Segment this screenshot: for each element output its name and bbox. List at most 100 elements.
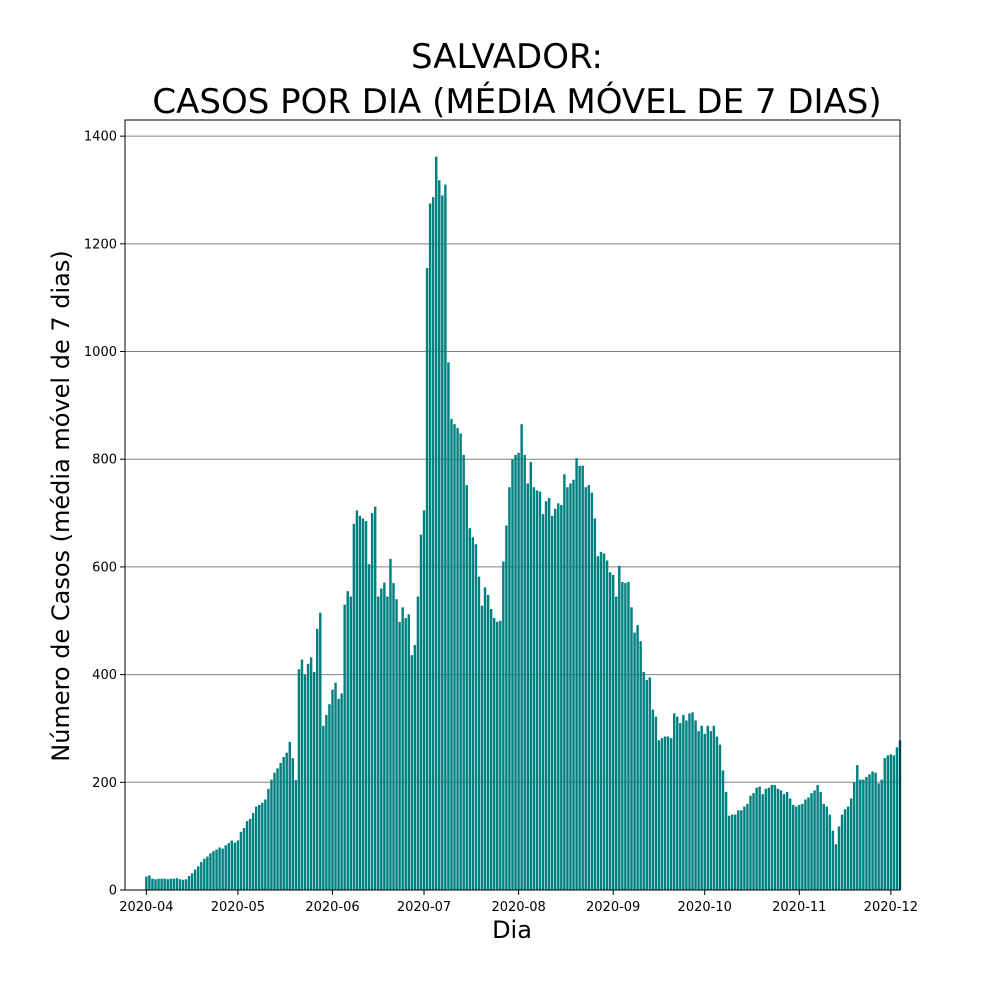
bar-90 — [419, 534, 423, 890]
bar-8 — [169, 878, 172, 890]
bar-234 — [859, 779, 862, 890]
bar-178 — [688, 713, 691, 890]
bar-229 — [843, 809, 847, 890]
bar-91 — [422, 510, 426, 890]
bar-5 — [160, 878, 163, 890]
bar-48 — [291, 758, 295, 890]
y-tick-label-5: 1000 — [84, 345, 117, 360]
bar-65 — [343, 604, 346, 890]
bar-42 — [273, 772, 276, 890]
bar-149 — [599, 551, 603, 890]
bar-39 — [264, 799, 267, 890]
bar-117 — [502, 561, 505, 890]
bar-189 — [721, 770, 725, 890]
bar-70 — [358, 515, 362, 890]
bar-101 — [453, 424, 456, 890]
y-tick-label-6: 1200 — [84, 237, 117, 252]
bar-203 — [764, 788, 767, 890]
bar-226 — [834, 844, 838, 890]
bar-167 — [654, 716, 658, 890]
x-tick-label-4: 2020-08 — [491, 900, 545, 915]
bar-124 — [523, 454, 526, 890]
bar-68 — [352, 523, 356, 890]
bar-208 — [779, 790, 783, 890]
y-tick-label-3: 600 — [92, 560, 117, 575]
bar-244 — [889, 754, 893, 890]
bar-134 — [554, 508, 557, 890]
bar-239 — [874, 772, 877, 890]
bar-37 — [258, 804, 261, 890]
bar-232 — [853, 782, 856, 890]
bar-34 — [248, 818, 252, 890]
bar-197 — [746, 803, 749, 890]
bar-174 — [676, 716, 679, 890]
bar-61 — [331, 689, 334, 890]
bar-62 — [334, 682, 337, 890]
x-tick-label-0: 2020-04 — [119, 900, 173, 915]
bar-235 — [862, 779, 865, 890]
bar-43 — [276, 768, 279, 890]
bar-44 — [279, 762, 282, 890]
bar-212 — [791, 804, 795, 890]
bar-162 — [639, 641, 642, 890]
bar-215 — [801, 803, 804, 890]
x-tick-label-6: 2020-10 — [678, 900, 732, 915]
bar-29 — [233, 842, 237, 890]
bar-6 — [163, 878, 166, 890]
bar-246 — [895, 747, 899, 890]
bar-183 — [703, 733, 706, 890]
bar-238 — [871, 771, 874, 890]
bar-190 — [724, 792, 728, 890]
bar-161 — [636, 625, 639, 890]
bar-221 — [819, 792, 822, 890]
bar-30 — [236, 840, 240, 890]
bar-78 — [383, 582, 386, 890]
bar-236 — [865, 776, 868, 890]
bar-107 — [471, 537, 475, 890]
bar-154 — [615, 596, 618, 890]
bar-126 — [529, 461, 533, 890]
bar-144 — [584, 487, 587, 890]
bar-150 — [602, 553, 606, 890]
bar-36 — [254, 806, 258, 890]
y-tick-label-2: 400 — [92, 668, 117, 683]
y-tick-label-4: 800 — [92, 453, 117, 468]
bar-60 — [328, 704, 331, 890]
bar-99 — [447, 362, 450, 890]
bar-155 — [618, 565, 621, 890]
bar-218 — [810, 793, 813, 890]
x-tick-label-3: 2020-07 — [397, 900, 451, 915]
bar-24 — [218, 847, 221, 890]
bar-41 — [270, 779, 273, 890]
bar-131 — [544, 501, 548, 890]
bar-7 — [166, 879, 169, 890]
bar-180 — [694, 720, 697, 890]
bar-12 — [181, 879, 185, 890]
bar-151 — [605, 560, 609, 890]
bar-132 — [547, 498, 551, 890]
bar-217 — [807, 797, 810, 890]
bar-46 — [285, 752, 288, 890]
bar-198 — [749, 795, 752, 890]
bar-114 — [492, 618, 496, 890]
bar-57 — [319, 612, 322, 890]
bar-76 — [377, 596, 380, 890]
bar-169 — [660, 738, 664, 890]
bar-195 — [740, 810, 743, 890]
bar-16 — [193, 869, 197, 890]
bar-196 — [743, 806, 746, 890]
bar-49 — [294, 780, 298, 890]
bar-18 — [200, 862, 203, 890]
bar-230 — [846, 806, 850, 890]
bar-52 — [303, 674, 307, 890]
bar-159 — [630, 607, 633, 890]
bar-227 — [837, 826, 841, 890]
bar-22 — [212, 851, 215, 890]
bar-25 — [221, 848, 224, 890]
bar-187 — [715, 736, 719, 890]
bar-146 — [590, 492, 594, 890]
bar-111 — [483, 587, 487, 890]
bar-241 — [880, 779, 883, 890]
bar-40 — [267, 788, 270, 890]
